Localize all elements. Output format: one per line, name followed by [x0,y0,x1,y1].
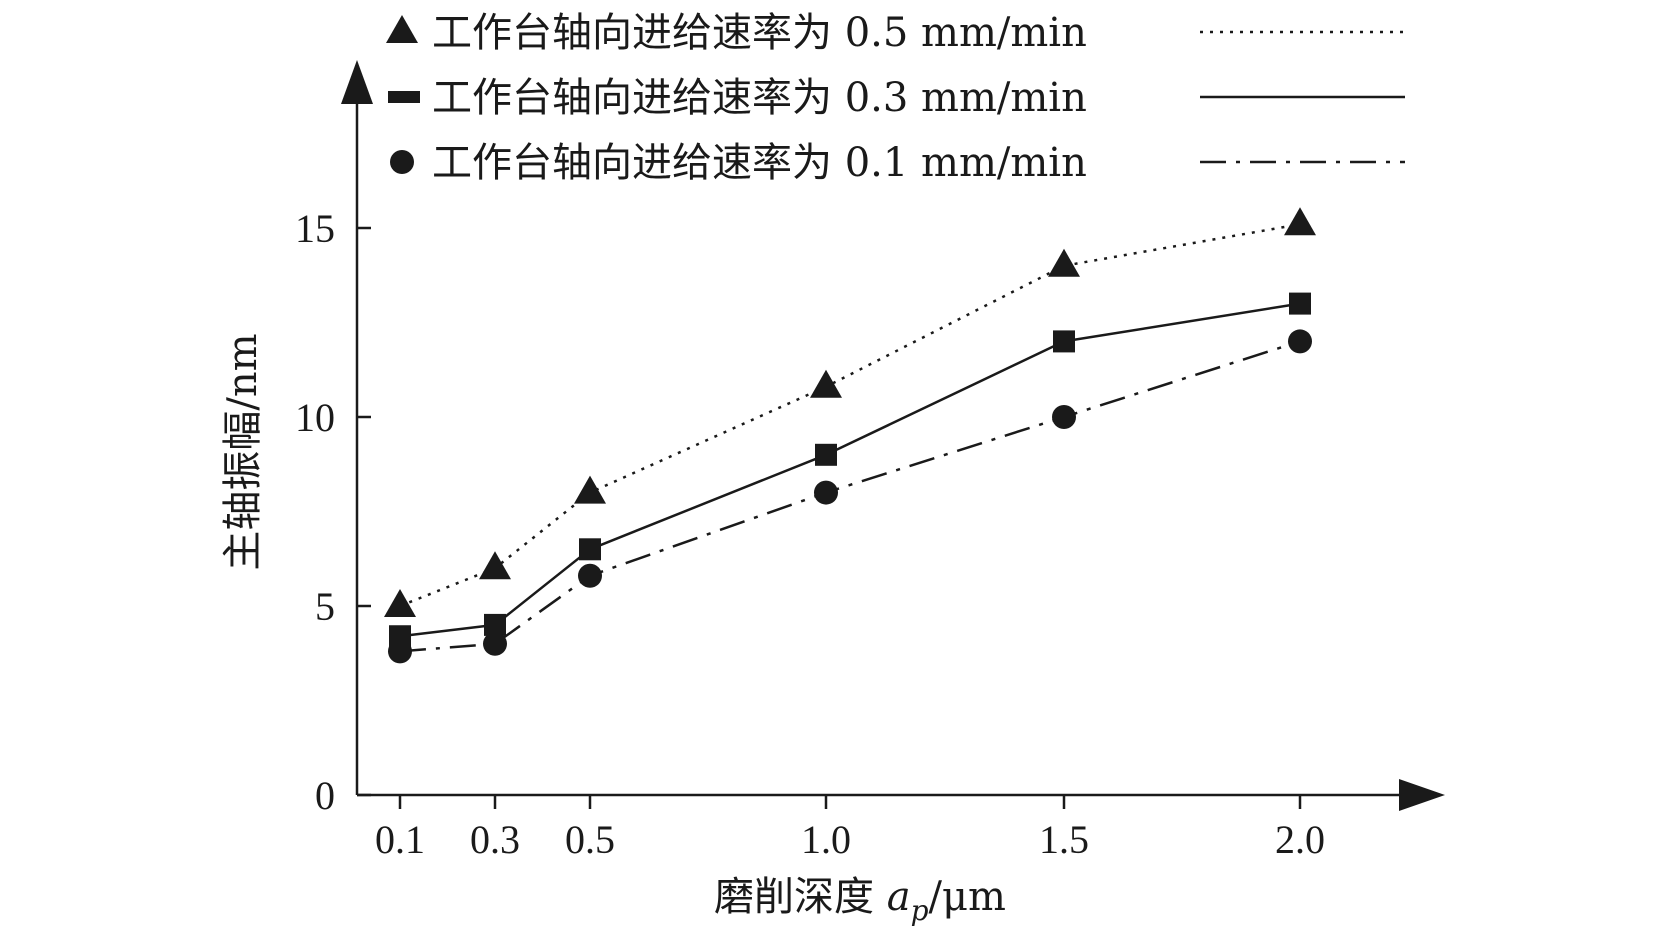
x-axis-title: 磨削深度 ap/μm [714,874,1006,927]
y-tick-label: 10 [295,395,335,440]
data-point-square [815,443,837,466]
y-axis-arrow [341,60,373,104]
legend-label: 工作台轴向进给速率为 0.3 mm/min [432,75,1087,121]
axes [341,60,1445,811]
y-axis-title: 主轴振幅/nm [220,333,266,570]
x-tick-label: 0.5 [565,817,615,862]
x-axis-arrow [1399,779,1445,811]
data-point-circle [388,639,412,664]
data-point-square [1053,330,1075,353]
series-line-2 [399,302,1301,638]
data-point-triangle [1284,207,1316,236]
y-axis-ticks: 0 5 10 15 [295,206,371,818]
data-point-triangle [384,589,416,617]
data-point-triangle [479,551,511,580]
legend-marker-dash [388,91,420,103]
data-point-square [484,613,506,636]
series-line-3 [399,340,1301,653]
axis-titles: 主轴振幅/nm 磨削深度 ap/μm [220,333,1006,927]
y-tick-label: 15 [295,206,335,251]
data-point-circle [483,631,507,656]
data-point-triangle [574,475,606,504]
data-point-circle [578,563,602,588]
legend-marker-triangle [386,15,418,43]
x-axis-ticks: 0.1 0.3 0.5 1.0 1.5 2.0 [375,795,1325,862]
y-tick-label: 0 [315,773,335,818]
legend-marker-circle [390,150,414,174]
series-markers [384,207,1316,664]
data-point-circle [814,480,838,505]
legend-label: 工作台轴向进给速率为 0.1 mm/min [432,140,1087,186]
x-tick-label: 0.1 [375,817,425,862]
x-tick-label: 2.0 [1275,817,1325,862]
data-point-circle [1288,329,1312,354]
data-point-triangle [810,369,842,398]
legend: 工作台轴向进给速率为 0.5 mm/min 工作台轴向进给速率为 0.3 mm/m… [386,10,1405,186]
series-lines [399,222,1301,653]
data-point-square [579,538,601,561]
data-point-triangle [1048,248,1080,277]
data-point-circle [1052,405,1076,429]
series-line-1 [399,222,1301,608]
x-tick-label: 0.3 [470,817,520,862]
data-point-square [1289,292,1311,315]
x-tick-label: 1.5 [1039,817,1089,862]
legend-label: 工作台轴向进给速率为 0.5 mm/min [432,10,1087,56]
y-tick-label: 5 [315,584,335,629]
x-tick-label: 1.0 [801,817,851,862]
